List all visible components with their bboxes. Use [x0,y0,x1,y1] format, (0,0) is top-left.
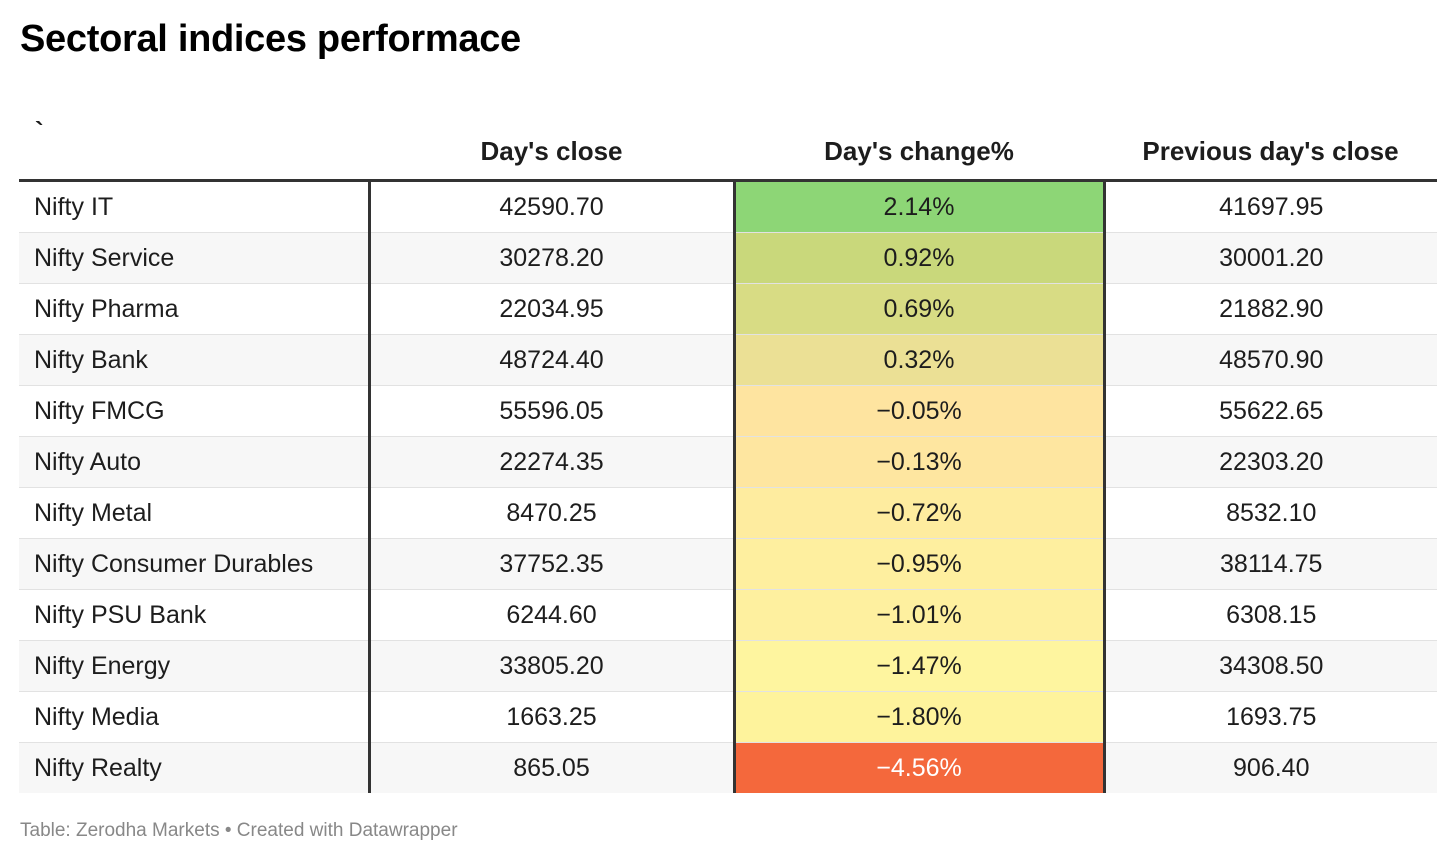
table-row: Nifty Auto 22274.35 −0.13% 22303.20 [19,436,1437,488]
table-row: Nifty FMCG 55596.05 −0.05% 55622.65 [19,385,1437,437]
cell-prev-close: 1693.75 [1104,691,1437,743]
cell-days-close: 22034.95 [369,283,736,335]
table-body: Nifty IT 42590.70 2.14% 41697.95 Nifty Servi… [19,180,1437,793]
table-row: Nifty Energy 33805.20 −1.47% 34308.50 [19,640,1437,692]
table-row: Nifty Pharma 22034.95 0.69% 21882.90 [19,283,1437,335]
table-row: Nifty Media 1663.25 −1.80% 1693.75 [19,691,1437,743]
cell-index-name: Nifty PSU Bank [19,589,371,641]
cell-days-close: 1663.25 [369,691,736,743]
cell-index-name: Nifty Consumer Durables [19,538,371,590]
cell-index-name: Nifty Service [19,232,371,284]
cell-days-change: −0.95% [734,538,1106,590]
table-row: Nifty PSU Bank 6244.60 −1.01% 6308.15 [19,589,1437,641]
cell-days-close: 22274.35 [369,436,736,488]
cell-prev-close: 21882.90 [1104,283,1437,335]
cell-prev-close: 6308.15 [1104,589,1437,641]
cell-prev-close: 22303.20 [1104,436,1437,488]
table-row: Nifty Bank 48724.40 0.32% 48570.90 [19,334,1437,386]
cell-prev-close: 30001.20 [1104,232,1437,284]
cell-prev-close: 55622.65 [1104,385,1437,437]
cell-days-close: 30278.20 [369,232,736,284]
cell-days-close: 55596.05 [369,385,736,437]
table-row: Nifty IT 42590.70 2.14% 41697.95 [19,180,1437,233]
cell-days-change: 0.92% [734,232,1106,284]
cell-index-name: Nifty FMCG [19,385,371,437]
cell-days-change: −0.13% [734,436,1106,488]
table-row: Nifty Metal 8470.25 −0.72% 8532.10 [19,487,1437,539]
cell-days-close: 6244.60 [369,589,736,641]
table-row: Nifty Service 30278.20 0.92% 30001.20 [19,232,1437,284]
cell-days-close: 865.05 [369,742,736,793]
cell-prev-close: 38114.75 [1104,538,1437,590]
cell-index-name: Nifty IT [19,180,371,233]
sector-table: ` Day's close Day's change% Previous day… [19,106,1437,793]
cell-days-change: −1.47% [734,640,1106,692]
cell-days-change: −0.05% [734,385,1106,437]
cell-prev-close: 906.40 [1104,742,1437,793]
cell-index-name: Nifty Bank [19,334,371,386]
cell-index-name: Nifty Metal [19,487,371,539]
cell-index-name: Nifty Media [19,691,371,743]
cell-prev-close: 8532.10 [1104,487,1437,539]
cell-prev-close: 34308.50 [1104,640,1437,692]
cell-days-close: 48724.40 [369,334,736,386]
column-header-name[interactable]: ` [19,106,369,182]
cell-days-close: 8470.25 [369,487,736,539]
source-footer: Table: Zerodha Markets • Created with Da… [20,820,458,841]
cell-days-change: −1.80% [734,691,1106,743]
cell-index-name: Nifty Realty [19,742,371,793]
cell-index-name: Nifty Energy [19,640,371,692]
cell-days-close: 33805.20 [369,640,736,692]
chart-title: Sectoral indices performace [20,18,521,60]
table-row: Nifty Consumer Durables 37752.35 −0.95% 381… [19,538,1437,590]
column-header-prev-close[interactable]: Previous day's close [1104,106,1437,182]
cell-days-change: 0.32% [734,334,1106,386]
cell-days-change: 0.69% [734,283,1106,335]
header-row: ` Day's close Day's change% Previous day… [19,106,1437,182]
cell-days-change: 2.14% [734,180,1106,233]
column-header-close[interactable]: Day's close [369,106,734,182]
cell-days-change: −0.72% [734,487,1106,539]
cell-index-name: Nifty Auto [19,436,371,488]
cell-prev-close: 41697.95 [1104,180,1437,233]
table-row: Nifty Realty 865.05 −4.56% 906.40 [19,742,1437,793]
cell-days-change: −4.56% [734,742,1106,793]
cell-days-change: −1.01% [734,589,1106,641]
cell-days-close: 37752.35 [369,538,736,590]
cell-index-name: Nifty Pharma [19,283,371,335]
cell-days-close: 42590.70 [369,180,736,233]
cell-prev-close: 48570.90 [1104,334,1437,386]
column-header-change[interactable]: Day's change% [734,106,1104,182]
